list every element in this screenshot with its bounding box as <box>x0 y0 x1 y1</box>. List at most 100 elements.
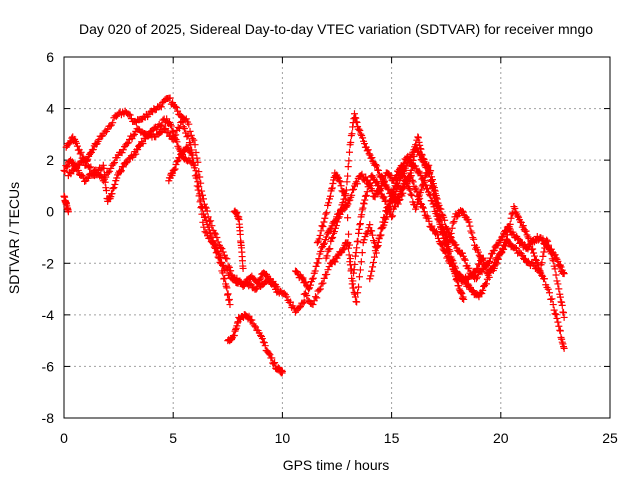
data-point <box>93 171 101 179</box>
data-point <box>248 316 256 324</box>
data-point <box>119 163 127 171</box>
data-point <box>361 192 369 200</box>
data-point <box>364 146 372 154</box>
data-point <box>347 139 355 147</box>
data-point <box>531 255 539 263</box>
data-point <box>408 176 416 184</box>
data-point <box>167 122 175 130</box>
data-series-track-k <box>300 172 487 309</box>
data-point <box>333 173 341 181</box>
data-point <box>355 125 363 133</box>
data-point <box>356 221 364 229</box>
y-tick-label: -8 <box>42 410 55 426</box>
data-point <box>350 284 358 292</box>
data-point <box>429 190 437 198</box>
data-point <box>104 169 112 177</box>
data-point <box>458 249 466 257</box>
data-point <box>345 148 353 156</box>
data-series-track-d <box>165 143 197 185</box>
data-point <box>355 229 363 237</box>
data-point <box>366 179 374 187</box>
data-point <box>308 275 316 283</box>
data-point <box>203 207 211 215</box>
data-point <box>557 263 565 271</box>
data-point <box>296 303 304 311</box>
data-point <box>522 227 530 235</box>
data-point <box>245 312 253 320</box>
data-point <box>343 240 351 248</box>
data-point <box>539 235 547 243</box>
data-point <box>355 283 363 291</box>
data-point <box>328 235 336 243</box>
data-point <box>413 147 421 155</box>
data-point <box>457 289 465 297</box>
data-point <box>335 177 343 185</box>
data-series-track-f <box>224 311 286 377</box>
data-point <box>416 151 424 159</box>
data-point <box>453 213 461 221</box>
data-point <box>552 271 560 279</box>
data-point <box>358 206 366 214</box>
data-point <box>360 236 368 244</box>
data-point <box>339 199 347 207</box>
data-point <box>551 251 559 259</box>
data-point <box>407 172 415 180</box>
data-point <box>412 184 420 192</box>
data-point <box>356 266 364 274</box>
data-point <box>436 220 444 228</box>
data-point <box>343 178 351 186</box>
data-point <box>173 158 181 166</box>
data-point <box>336 178 344 186</box>
data-point <box>219 248 227 256</box>
data-point <box>555 322 563 330</box>
data-point <box>236 277 244 285</box>
data-point <box>180 125 188 133</box>
data-point <box>84 174 92 182</box>
data-point <box>408 161 416 169</box>
data-point <box>498 249 506 257</box>
data-point <box>458 207 466 215</box>
data-point <box>191 141 199 149</box>
data-point <box>345 230 353 238</box>
data-point <box>554 280 562 288</box>
data-point <box>109 119 117 127</box>
data-point <box>432 201 440 209</box>
data-point <box>191 161 199 169</box>
data-point <box>360 200 368 208</box>
data-point <box>517 250 525 258</box>
data-point <box>132 150 140 158</box>
data-point <box>413 144 421 152</box>
data-point <box>380 193 388 201</box>
data-point <box>460 295 468 303</box>
y-tick-label: -4 <box>42 307 55 323</box>
data-point <box>199 204 207 212</box>
data-point <box>407 190 415 198</box>
data-point <box>182 115 190 123</box>
data-point <box>99 161 107 169</box>
data-point <box>197 196 205 204</box>
data-point <box>309 301 317 309</box>
data-point <box>261 342 269 350</box>
data-point <box>351 252 359 260</box>
data-point <box>111 159 119 167</box>
data-point <box>329 180 337 188</box>
data-point <box>194 178 202 186</box>
data-point <box>320 240 328 248</box>
data-point <box>201 213 209 221</box>
data-point <box>443 246 451 254</box>
data-point <box>492 259 500 267</box>
data-point <box>474 265 482 273</box>
data-point <box>368 172 376 180</box>
data-point <box>179 151 187 159</box>
data-point <box>233 209 241 217</box>
data-point <box>61 167 69 175</box>
data-point <box>101 178 109 186</box>
data-point <box>208 232 216 240</box>
data-point <box>452 241 460 249</box>
data-point <box>303 291 311 299</box>
data-point <box>265 350 273 358</box>
data-point <box>357 130 365 138</box>
chart-title: Day 020 of 2025, Sidereal Day-to-day VTE… <box>79 21 593 37</box>
data-point <box>198 203 206 211</box>
